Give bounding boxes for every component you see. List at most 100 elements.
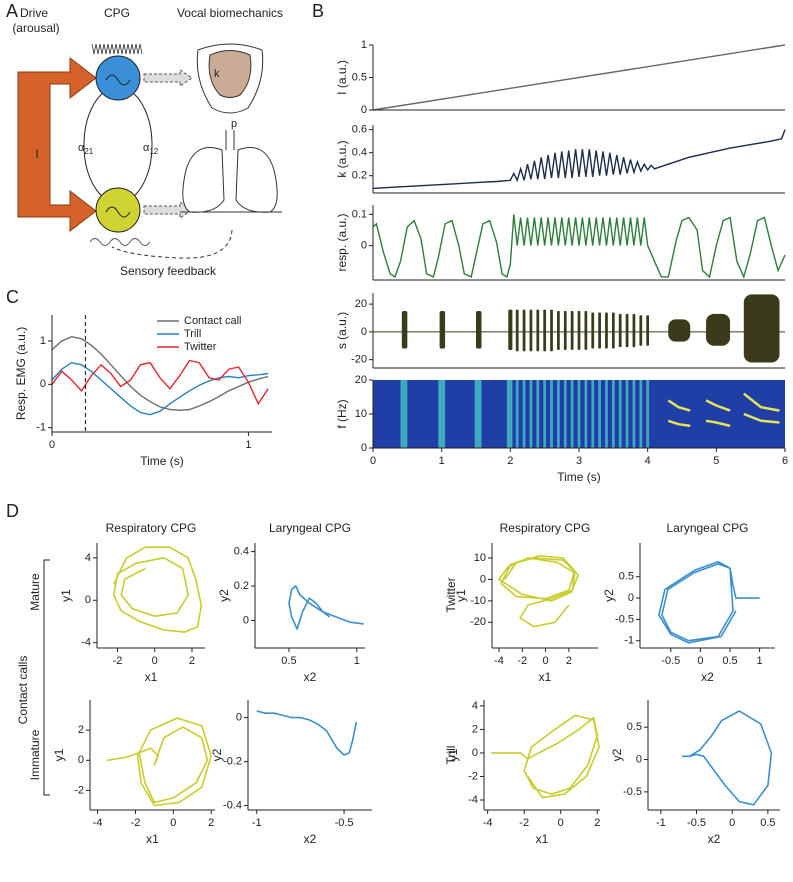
burst xyxy=(605,312,608,349)
diagram-label: p xyxy=(231,118,237,130)
burst xyxy=(550,309,553,352)
spectrogram-stripe xyxy=(611,380,615,448)
symbol: α xyxy=(143,142,150,154)
spectrogram-tone xyxy=(743,392,780,412)
y-axis-label: y1 xyxy=(52,748,66,761)
x-axis-label: x1 xyxy=(539,670,552,684)
x-tick-label: 1 xyxy=(354,655,360,667)
diagram-label: Drive xyxy=(20,6,48,20)
y-tick-label: 2 xyxy=(472,723,478,735)
x-tick-label: -4 xyxy=(93,817,103,829)
spectrogram-stripe xyxy=(577,380,581,448)
diagram: Drive (arousal) CPG Vocal biomechanics I… xyxy=(12,6,283,278)
y-tick-label: 0 xyxy=(236,712,242,724)
y-tick-label: -20 xyxy=(351,354,367,366)
y-axis-label: f (Hz) xyxy=(335,399,349,428)
y-axis-label: y2 xyxy=(217,589,231,602)
trajectory xyxy=(491,714,600,799)
burst xyxy=(706,313,731,346)
larynx xyxy=(196,43,264,114)
y-tick-label: -2 xyxy=(468,770,478,782)
chart-title: Laryngeal CPG xyxy=(666,521,748,535)
spectrogram-stripe xyxy=(536,380,540,448)
panel-label: C xyxy=(6,287,19,307)
spectrogram-stripe xyxy=(632,380,636,448)
row-label: Contact calls xyxy=(16,656,30,725)
line xyxy=(51,335,269,412)
line xyxy=(51,359,269,406)
burst xyxy=(668,319,691,342)
diagram-label: (arousal) xyxy=(12,21,59,35)
legend-label: Trill xyxy=(184,328,201,340)
larynx-folds xyxy=(208,50,252,98)
burst xyxy=(611,312,615,349)
spectrogram-stripe xyxy=(570,380,574,448)
x-tick-label: 4 xyxy=(645,455,651,467)
burst xyxy=(625,313,629,348)
y-tick-label: 0 xyxy=(243,614,249,626)
coupling-label: α21 xyxy=(78,142,94,156)
spectrogram-stripe xyxy=(605,380,608,448)
burst xyxy=(591,312,595,349)
diagram-label: Vocal biomechanics xyxy=(177,6,283,20)
y-axis-label: Resp. EMG (a.u.) xyxy=(14,327,28,420)
output-arrow xyxy=(143,69,193,87)
spectrogram-stripe xyxy=(625,380,629,448)
chart-title: Respiratory CPG xyxy=(500,521,591,535)
y-tick-label: 0 xyxy=(361,442,367,454)
x-tick-label: 2 xyxy=(208,817,214,829)
panel-label: D xyxy=(6,501,19,521)
burst xyxy=(401,311,408,349)
spectrogram-stripe xyxy=(557,380,560,448)
y-tick-label: 0.2 xyxy=(352,170,367,182)
y-tick-label: 0.4 xyxy=(352,147,367,159)
burst xyxy=(570,311,574,350)
burst xyxy=(543,309,547,352)
lungs xyxy=(182,147,278,213)
row-labels: Contact calls Mature Immature Twitter Tr… xyxy=(16,559,458,796)
y-tick-label: -2 xyxy=(74,784,84,796)
x-axis-label: x1 xyxy=(145,670,158,684)
x-tick-label: 0.5 xyxy=(722,655,737,667)
x-tick-label: 3 xyxy=(576,455,582,467)
y-tick-label: 0 xyxy=(40,378,46,390)
panel-label: A xyxy=(6,1,18,21)
x-tick-label: 0 xyxy=(170,817,176,829)
chart-title: Laryngeal CPG xyxy=(269,521,351,535)
x-tick-label: -0.5 xyxy=(687,817,706,829)
y-tick-label: 0.6 xyxy=(352,124,367,136)
coupling-label: α12 xyxy=(143,142,159,156)
burst xyxy=(563,311,567,350)
x-tick-label: -2 xyxy=(113,655,123,667)
cpg-node xyxy=(95,187,141,233)
x-tick-label: -0.5 xyxy=(661,655,680,667)
y-axis-label: y2 xyxy=(610,748,624,761)
x-tick-label: -4 xyxy=(483,817,493,829)
burst xyxy=(536,309,540,352)
y-axis-label: y2 xyxy=(602,589,616,602)
x-tick-label: 0 xyxy=(152,655,158,667)
wave-glyph xyxy=(89,238,151,246)
oscillator-glyph xyxy=(105,206,131,218)
x-tick-label: -4 xyxy=(494,655,504,667)
spectrogram-stripe xyxy=(506,380,513,448)
y-tick-label: 0.5 xyxy=(619,571,634,583)
x-tick-label: 0.5 xyxy=(281,655,296,667)
x-tick-label: 0.5 xyxy=(760,817,775,829)
spectrogram-tone xyxy=(705,399,731,412)
y-tick-label: 0 xyxy=(361,326,367,338)
x-tick-label: -2 xyxy=(131,817,141,829)
burst xyxy=(439,311,446,349)
y-tick-label: 20 xyxy=(355,374,367,386)
spectrogram-stripe xyxy=(563,380,567,448)
row-label: Trill xyxy=(444,746,458,765)
trajectory xyxy=(682,710,773,806)
x-tick-label: 0 xyxy=(729,817,735,829)
symbol: α xyxy=(78,142,85,154)
row-label: Mature xyxy=(28,573,42,611)
trajectory xyxy=(106,717,212,807)
burst xyxy=(557,311,560,350)
y-axis-label: s (a.u.) xyxy=(335,312,349,349)
y-tick-label: 2 xyxy=(78,724,84,736)
chart-title: Respiratory CPG xyxy=(106,521,197,535)
